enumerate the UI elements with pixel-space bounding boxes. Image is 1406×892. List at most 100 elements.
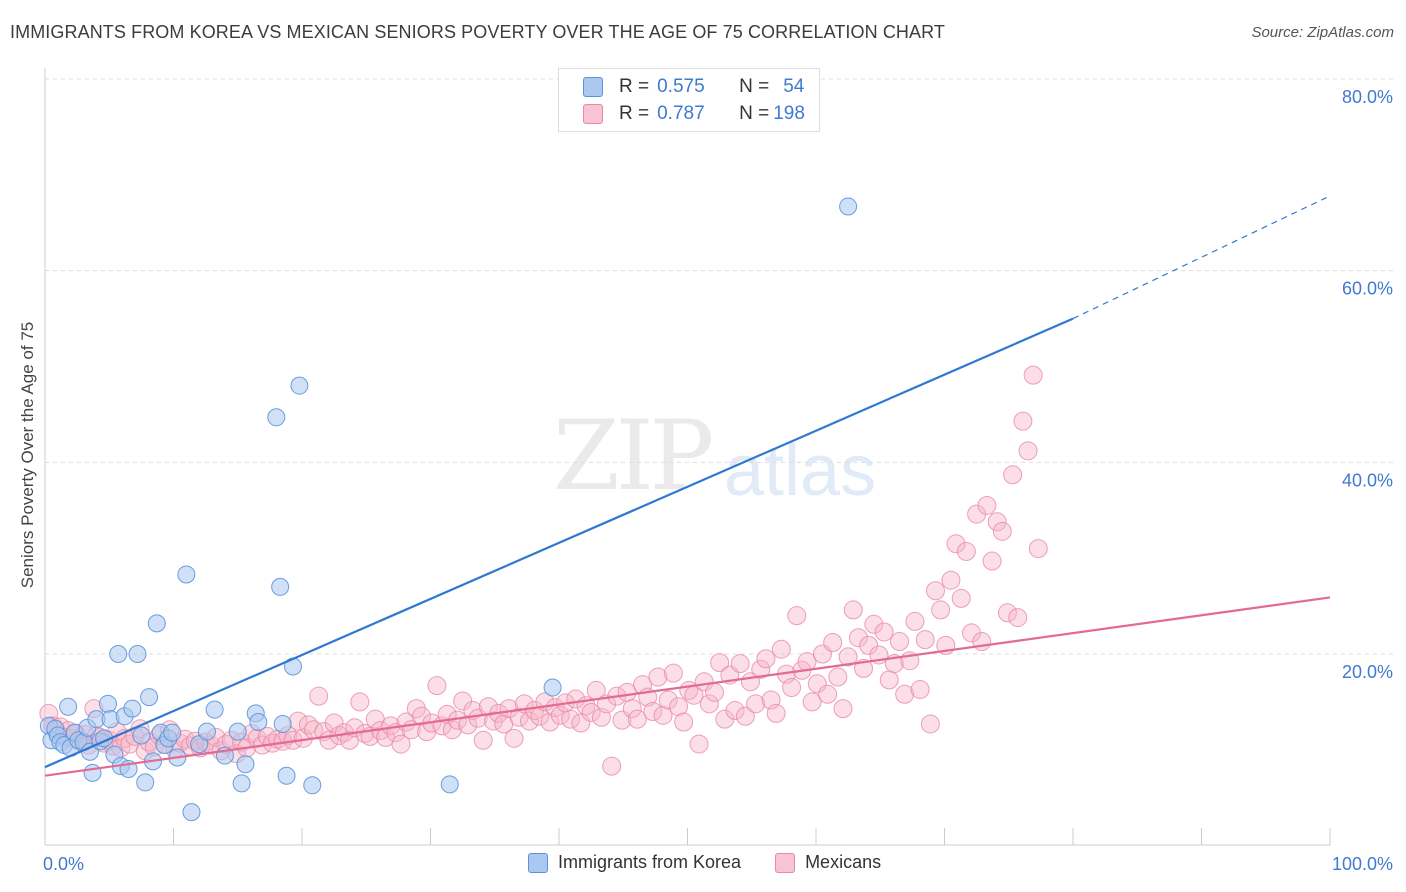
- mexicans-point: [519, 711, 539, 731]
- mexicans-point: [663, 663, 683, 683]
- legend-swatch-mexicans: [583, 104, 603, 124]
- legend-item-korea[interactable]: Immigrants from Korea: [528, 852, 741, 873]
- korea-point: [197, 722, 216, 741]
- mexicans-point: [982, 551, 1002, 571]
- axes: [44, 68, 1331, 846]
- mexicans-point: [391, 734, 411, 754]
- mexicans-point: [442, 720, 462, 740]
- mexicans-point: [818, 684, 838, 704]
- legend-row-korea: R = 0.575 N = 54: [583, 74, 804, 100]
- series-legend: Immigrants from Korea Mexicans: [528, 852, 915, 873]
- mexicans-point: [730, 654, 750, 674]
- mexicans-point: [848, 628, 868, 648]
- legend-r-value-mexicans: 0.787: [657, 103, 705, 124]
- mexicans-point: [895, 684, 915, 704]
- mexicans-point: [956, 541, 976, 561]
- y-tick-label: 20.0%: [1342, 662, 1393, 682]
- korea-point: [290, 376, 309, 395]
- mexicans-point: [782, 678, 802, 698]
- mexicans-point: [1018, 441, 1038, 461]
- mexicans-point: [977, 495, 997, 515]
- korea-point: [440, 775, 459, 794]
- legend-n-label: N =: [739, 76, 770, 97]
- korea-point: [273, 714, 292, 733]
- mexicans-point: [704, 682, 724, 702]
- legend-label-mexicans: Mexicans: [805, 852, 882, 872]
- mexicans-point: [669, 697, 689, 717]
- mexicans-point: [941, 570, 961, 590]
- mexicans-point: [1003, 465, 1023, 485]
- mexicans-point: [627, 709, 647, 729]
- y-tick-label: 80.0%: [1342, 87, 1393, 107]
- mexicans-point: [694, 672, 714, 692]
- legend-label-korea: Immigrants from Korea: [558, 852, 742, 872]
- mexicans-point: [735, 706, 755, 726]
- mexicans-point: [802, 692, 822, 712]
- mexicans-point: [1008, 608, 1028, 628]
- legend-r-label: R =: [619, 103, 650, 124]
- korea-point: [839, 197, 858, 216]
- korea-point: [228, 722, 247, 741]
- mexicans-point: [458, 715, 478, 735]
- korea-trend-line: [44, 317, 1074, 769]
- mexicans-point: [807, 674, 827, 694]
- korea-points: [39, 197, 858, 822]
- mexicans-point: [473, 730, 493, 750]
- mexicans-point: [648, 667, 668, 687]
- mexicans-point: [787, 606, 807, 626]
- mexicans-point: [550, 705, 570, 725]
- korea-point: [59, 697, 78, 716]
- watermark-zip: ZIP: [553, 400, 714, 512]
- mexicans-point: [1023, 365, 1043, 385]
- mexicans-point: [890, 632, 910, 652]
- mexicans-point: [864, 614, 884, 634]
- x-tick-label-left: 0.0%: [43, 854, 84, 874]
- mexicans-point: [859, 635, 879, 655]
- korea-point: [232, 774, 251, 793]
- mexicans-point: [879, 670, 899, 690]
- mexicans-point: [427, 676, 447, 696]
- watermark-atlas: atlas: [724, 431, 877, 511]
- korea-point: [205, 700, 224, 719]
- korea-point: [177, 565, 196, 584]
- mexicans-point: [910, 679, 930, 699]
- korea-point: [128, 645, 147, 663]
- mexicans-point: [838, 647, 858, 667]
- mexicans-point: [309, 686, 329, 706]
- korea-point: [132, 726, 151, 745]
- chart-title: IMMIGRANTS FROM KOREA VS MEXICAN SENIORS…: [10, 22, 946, 42]
- legend-n-value-korea: 54: [783, 76, 805, 97]
- legend-item-mexicans[interactable]: Mexicans: [775, 852, 881, 873]
- korea-point: [303, 776, 322, 795]
- legend-n-label: N =: [739, 103, 770, 124]
- mexicans-point: [915, 630, 935, 650]
- trend-lines: [44, 195, 1331, 777]
- mexicans-point: [751, 659, 771, 679]
- mexicans-point: [823, 633, 843, 652]
- mexicans-point: [504, 728, 524, 748]
- mexicans-point: [746, 694, 766, 714]
- korea-point: [136, 773, 155, 792]
- korea-point: [147, 614, 166, 633]
- mexicans-trend-line: [44, 596, 1331, 777]
- mexicans-point: [833, 699, 853, 719]
- y-tick-label: 40.0%: [1342, 470, 1393, 490]
- correlation-legend: R = 0.575 N = 54 R = 0.787 N = 198: [558, 68, 820, 132]
- korea-point: [98, 694, 117, 713]
- korea-point: [277, 766, 296, 785]
- legend-r-value-korea: 0.575: [657, 76, 705, 97]
- legend-swatch-korea: [583, 77, 603, 97]
- mexicans-point: [699, 694, 719, 714]
- legend-n-value-mexicans: 198: [773, 103, 805, 124]
- mexicans-point: [643, 702, 663, 721]
- mexicans-point: [571, 713, 591, 733]
- mexicans-point: [725, 701, 745, 721]
- korea-point: [249, 713, 268, 732]
- mexicans-point: [1028, 539, 1048, 559]
- korea-point: [109, 645, 128, 663]
- mexicans-point: [602, 756, 622, 776]
- tick-labels: 20.0% 40.0% 60.0% 80.0% 0.0% 100.0%: [43, 87, 1393, 874]
- mexicans-point: [905, 611, 925, 631]
- grid-lines: [45, 78, 1395, 655]
